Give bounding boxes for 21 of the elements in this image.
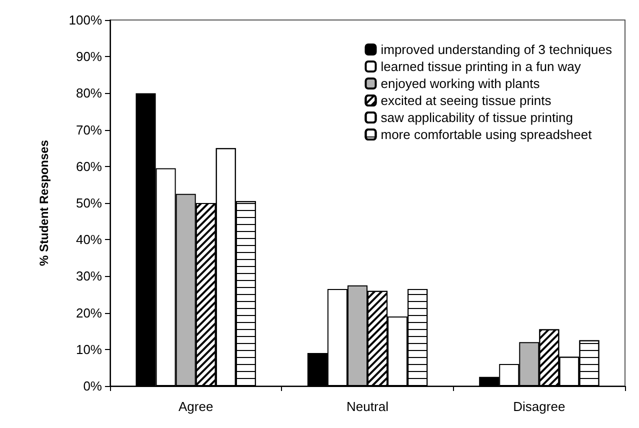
x-tick-label: Disagree	[513, 399, 566, 414]
y-tick-label: 100%	[68, 12, 102, 28]
legend-label: saw applicability of tissue printing	[380, 110, 573, 125]
y-tick-label: 30%	[76, 268, 102, 284]
legend-label: more comfortable using spreadsheet	[380, 127, 592, 142]
y-tick-label: 90%	[76, 49, 102, 64]
legend-label: improved understanding of 3 techniques	[380, 42, 612, 57]
y-tick-label: 0%	[83, 378, 102, 394]
y-tick-label: 50%	[76, 196, 102, 210]
x-tick-label: Agree	[178, 399, 214, 414]
x-tick-label: Neutral	[346, 399, 389, 414]
y-tick-label: 80%	[76, 86, 102, 101]
y-tick-label: 20%	[76, 305, 102, 320]
y-tick-label: 70%	[76, 122, 102, 138]
y-tick-label: 60%	[76, 158, 102, 174]
legend-label: excited at seeing tissue prints	[380, 93, 552, 108]
y-tick-label: 40%	[76, 232, 102, 248]
legend-label: enjoyed working with plants	[380, 76, 540, 91]
y-tick-label: 10%	[76, 342, 102, 357]
legend-label: learned tissue printing in a fun way	[380, 59, 582, 74]
y-axis-title: % Student Responses	[37, 140, 51, 266]
